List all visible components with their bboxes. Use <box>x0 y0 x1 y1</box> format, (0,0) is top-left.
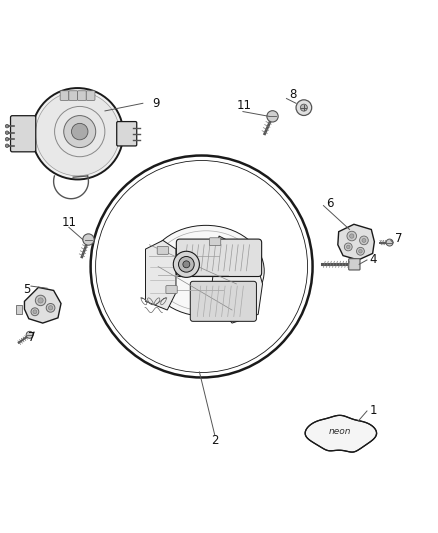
FancyBboxPatch shape <box>166 286 177 294</box>
Circle shape <box>64 116 96 148</box>
Circle shape <box>362 238 366 243</box>
Circle shape <box>296 100 312 116</box>
FancyBboxPatch shape <box>60 91 69 100</box>
Circle shape <box>267 111 278 122</box>
Text: 6: 6 <box>326 197 334 210</box>
Circle shape <box>386 239 393 246</box>
Circle shape <box>350 234 354 238</box>
Text: 11: 11 <box>61 216 76 229</box>
Circle shape <box>32 88 123 180</box>
Text: neon: neon <box>329 427 351 437</box>
Circle shape <box>5 131 9 134</box>
Circle shape <box>46 303 55 312</box>
Polygon shape <box>305 415 377 452</box>
FancyBboxPatch shape <box>11 116 36 152</box>
Circle shape <box>300 104 307 111</box>
Circle shape <box>5 138 9 141</box>
Circle shape <box>31 308 39 316</box>
Circle shape <box>5 144 9 148</box>
Text: 1: 1 <box>370 405 377 417</box>
Text: 5: 5 <box>23 282 30 296</box>
Circle shape <box>71 123 88 140</box>
Circle shape <box>35 92 120 176</box>
Text: 7: 7 <box>28 330 35 343</box>
Circle shape <box>347 231 357 241</box>
FancyBboxPatch shape <box>157 246 169 254</box>
Circle shape <box>38 298 43 303</box>
FancyBboxPatch shape <box>78 91 86 100</box>
Circle shape <box>26 332 33 338</box>
Polygon shape <box>25 287 61 323</box>
Circle shape <box>33 310 37 314</box>
FancyBboxPatch shape <box>86 91 95 100</box>
Polygon shape <box>16 305 22 314</box>
Text: 11: 11 <box>237 99 252 112</box>
FancyBboxPatch shape <box>349 259 360 270</box>
Circle shape <box>344 243 352 251</box>
Polygon shape <box>145 240 176 310</box>
Circle shape <box>173 251 199 277</box>
Circle shape <box>48 305 53 310</box>
Text: 9: 9 <box>152 97 159 110</box>
Circle shape <box>183 261 190 268</box>
Polygon shape <box>210 236 262 323</box>
FancyBboxPatch shape <box>177 239 261 277</box>
Circle shape <box>5 124 9 128</box>
Polygon shape <box>338 224 374 260</box>
FancyBboxPatch shape <box>117 122 137 146</box>
Circle shape <box>359 249 362 253</box>
Circle shape <box>83 234 94 245</box>
Circle shape <box>35 295 46 305</box>
Text: 4: 4 <box>370 254 377 266</box>
Circle shape <box>179 256 194 272</box>
Text: 2: 2 <box>211 434 219 447</box>
Text: 7: 7 <box>395 232 402 245</box>
Ellipse shape <box>148 225 264 317</box>
Text: 8: 8 <box>290 88 297 101</box>
Circle shape <box>360 236 368 245</box>
FancyBboxPatch shape <box>209 238 221 246</box>
FancyBboxPatch shape <box>190 281 256 321</box>
Circle shape <box>346 245 350 249</box>
FancyBboxPatch shape <box>69 91 78 100</box>
Circle shape <box>357 247 364 255</box>
